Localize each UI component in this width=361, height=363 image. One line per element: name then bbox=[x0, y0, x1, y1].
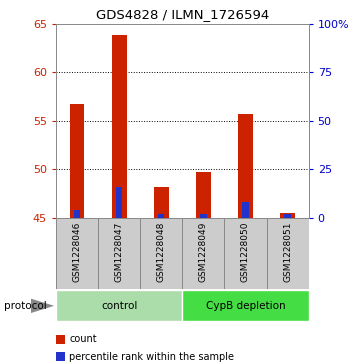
Text: GSM1228046: GSM1228046 bbox=[73, 221, 82, 282]
Text: GSM1228051: GSM1228051 bbox=[283, 221, 292, 282]
Bar bbox=[98, 218, 140, 289]
Bar bbox=[200, 214, 206, 218]
Bar bbox=[280, 213, 295, 218]
Text: count: count bbox=[69, 334, 97, 344]
Text: protocol: protocol bbox=[4, 301, 46, 311]
Title: GDS4828 / ILMN_1726594: GDS4828 / ILMN_1726594 bbox=[96, 8, 269, 21]
Text: GSM1228050: GSM1228050 bbox=[241, 221, 250, 282]
Bar bbox=[196, 172, 211, 218]
Bar bbox=[182, 218, 225, 289]
Bar bbox=[266, 218, 309, 289]
Text: GSM1228047: GSM1228047 bbox=[115, 221, 123, 282]
Bar bbox=[225, 218, 266, 289]
Polygon shape bbox=[31, 298, 54, 313]
Bar bbox=[158, 214, 164, 218]
Bar bbox=[116, 187, 122, 218]
Bar bbox=[154, 187, 169, 218]
Bar bbox=[56, 218, 98, 289]
Bar bbox=[56, 290, 182, 321]
Bar bbox=[70, 104, 84, 218]
Bar bbox=[242, 202, 249, 218]
Text: control: control bbox=[101, 301, 137, 311]
Text: percentile rank within the sample: percentile rank within the sample bbox=[69, 352, 234, 362]
Text: CypB depletion: CypB depletion bbox=[206, 301, 285, 311]
Bar bbox=[182, 290, 309, 321]
Bar bbox=[238, 114, 253, 218]
Bar bbox=[140, 218, 182, 289]
Text: GSM1228048: GSM1228048 bbox=[157, 221, 166, 282]
Bar bbox=[74, 210, 80, 218]
Bar bbox=[284, 214, 291, 218]
Text: GSM1228049: GSM1228049 bbox=[199, 221, 208, 282]
Bar bbox=[112, 35, 126, 218]
